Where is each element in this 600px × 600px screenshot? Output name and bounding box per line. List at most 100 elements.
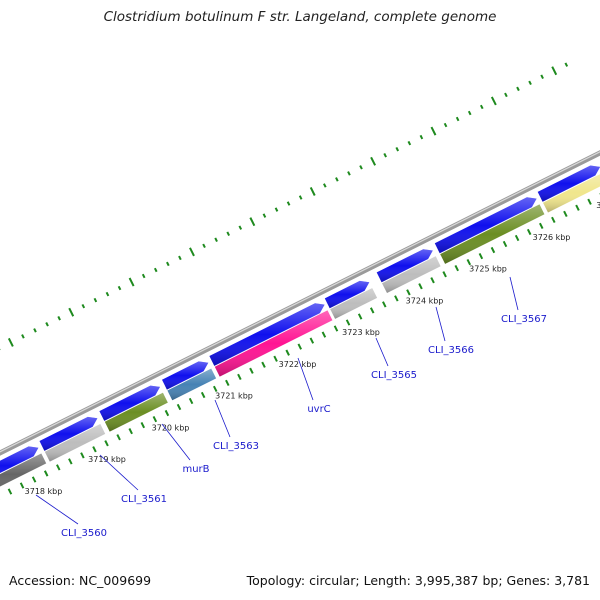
ruler-tick: [56, 464, 61, 471]
gc-dot: [430, 126, 437, 136]
ruler-tick: [575, 204, 580, 211]
ruler-tick: [587, 198, 592, 205]
ruler-tick: [309, 337, 315, 344]
ruler-tick: [297, 343, 302, 350]
gene-leader-line: [161, 423, 191, 461]
ruler-tick: [128, 428, 133, 435]
ruler-tick: [212, 385, 218, 393]
ruler-tick: [237, 373, 242, 380]
gc-dot: [178, 255, 182, 261]
gc-dot: [45, 322, 49, 327]
gc-dot: [370, 156, 377, 166]
ruler-tick: [333, 325, 339, 332]
gene-label: CLI_3567: [501, 314, 547, 325]
gc-dot: [516, 86, 520, 92]
gc-dot: [395, 146, 400, 152]
ruler-tick: [43, 470, 49, 477]
ruler-tick: [200, 391, 206, 399]
gc-dot: [141, 273, 146, 279]
gene-labels: CLI_3560 CLI_3561 murB CLI_3563 uvrC CLI_3565…: [35, 276, 547, 539]
ruler-tick: [345, 319, 351, 326]
ruler-tick: [249, 367, 254, 374]
cog-feature: [167, 368, 217, 401]
ruler-tick: [31, 476, 37, 483]
gc-dot: [189, 247, 195, 257]
cog-feature: [382, 256, 441, 293]
ruler-tick-label: 3723 kbp: [342, 328, 380, 337]
gc-dot: [419, 134, 424, 140]
ruler-tick: [502, 240, 508, 248]
gc-dot: [551, 66, 558, 76]
gc-dot: [262, 213, 267, 218]
gc-dot: [105, 291, 110, 297]
backbone: [0, 150, 600, 456]
gc-dot: [7, 337, 14, 347]
ruler-tick: [490, 246, 496, 254]
ruler-tick: [357, 313, 363, 320]
ruler-tick-label: 3718 kbp: [25, 487, 63, 496]
cds-arrow: [162, 361, 209, 390]
cog-feature: [44, 424, 106, 462]
gc-dot: [238, 225, 243, 230]
gc-dot: [153, 267, 158, 273]
ruler-tick-label: 3724 kbp: [406, 296, 444, 305]
ruler-tick-label: 3726 kbp: [533, 233, 571, 242]
ruler-tick: [261, 361, 266, 368]
gc-dot: [347, 171, 351, 176]
cds-arrow: [434, 197, 537, 254]
cog-feature: [214, 310, 333, 377]
ruler-tick: [285, 349, 290, 356]
ruler-tick: [406, 289, 411, 296]
cog-feature: [543, 174, 600, 213]
ruler-tick: [526, 228, 532, 236]
gc-dot: [443, 122, 448, 128]
gc-dot: [249, 217, 256, 227]
genome-summary: Topology: circular; Length: 3,995,387 bp…: [246, 573, 590, 588]
ruler-tick: [7, 488, 13, 495]
ruler-tick: [551, 216, 556, 224]
ruler-tick: [140, 422, 146, 429]
gc-dot: [93, 297, 98, 303]
gc-dot: [214, 237, 218, 243]
gc-dot: [528, 80, 532, 86]
gc-dot: [335, 177, 339, 182]
ruler-tick: [394, 295, 399, 302]
gc-dot: [455, 116, 460, 122]
ruler-tick: [225, 379, 230, 387]
gene-leader-line: [375, 337, 389, 367]
gc-dot: [479, 104, 484, 110]
gc-dot: [128, 277, 135, 287]
ruler-tick: [442, 271, 447, 278]
cds-arrow: [209, 303, 325, 366]
gc-dot: [309, 187, 316, 196]
gc-dot: [490, 96, 497, 106]
ruler-tick-label: 3721 kbp: [215, 392, 253, 401]
gene-leader-line: [214, 399, 231, 438]
map-title: Clostridium botulinum F str. Langeland, …: [103, 9, 497, 25]
ruler-tick-label: 3722 kbp: [279, 360, 317, 369]
cds-arrow: [537, 165, 600, 202]
gene-leader-line: [99, 454, 139, 491]
gc-dot: [33, 328, 37, 333]
gc-dot: [166, 261, 170, 267]
gc-dot: [68, 307, 75, 317]
ruler-tick: [116, 434, 121, 441]
cds-arrow: [39, 416, 98, 451]
ruler-tick-label: 3725 kbp: [469, 265, 507, 274]
ruler-tick: [176, 403, 182, 411]
gene-label: CLI_3566: [428, 345, 474, 356]
ruler-tick: [321, 331, 327, 338]
ruler-tick: [80, 452, 85, 459]
gc-dot: [407, 140, 412, 146]
gc-dot: [57, 316, 61, 321]
ruler-tick: [273, 355, 278, 362]
gc-dot: [298, 195, 303, 200]
ruler-tick: [418, 283, 423, 290]
ruler-tick: [478, 252, 484, 260]
feature-tracks: [0, 165, 600, 487]
ruler-tick: [369, 307, 375, 314]
ruler-tick: [466, 259, 472, 266]
ruler-tick: [539, 222, 544, 230]
ruler-tick-label: 3719 kbp: [88, 455, 126, 464]
gene-label: CLI_3560: [61, 528, 107, 539]
